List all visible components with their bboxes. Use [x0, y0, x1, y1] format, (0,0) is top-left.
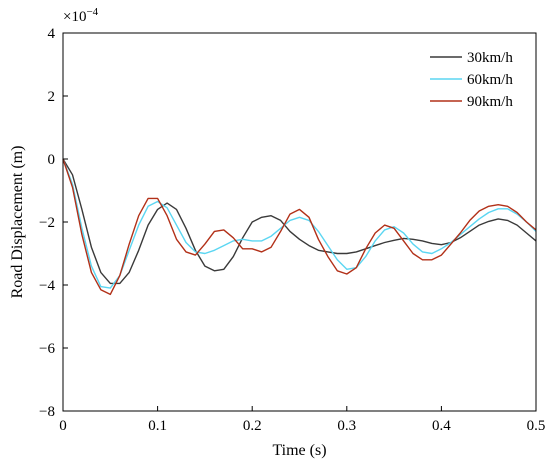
x-axis-label: Time (s): [272, 442, 326, 459]
series-line-60km-h: [62, 158, 537, 289]
x-tick-label: 0.1: [148, 418, 167, 434]
x-tick-label: 0.2: [243, 418, 262, 434]
legend-label-30km-h: 30km/h: [467, 50, 513, 66]
y-tick-label: 4: [48, 26, 56, 42]
y-tick-label: 0: [48, 152, 56, 168]
legend: 30km/h 60km/h 90km/h: [430, 50, 513, 110]
y-tick-label: −8: [39, 404, 55, 420]
y-axis-label: Road Displacement (m): [9, 146, 26, 299]
y-tick-label: −4: [39, 278, 55, 294]
y-axis-multiplier: ×10−4: [63, 6, 99, 25]
ticks-layer: 0 0.1 0.2 0.3 0.4 0.5 −8 −6 −4 −2 0 2 4: [39, 26, 545, 434]
legend-label-60km-h: 60km/h: [467, 72, 513, 88]
x-tick-label: 0.3: [337, 418, 356, 434]
y-tick-label: −6: [39, 341, 55, 357]
x-tick-label: 0: [59, 418, 67, 434]
plot-frame: [62, 32, 537, 412]
x-tick-label: 0.5: [527, 418, 546, 434]
legend-label-90km-h: 90km/h: [467, 94, 513, 110]
y-axis-multiplier-base: ×10: [63, 9, 86, 25]
series-line-90km-h: [62, 158, 537, 296]
y-tick-label: −2: [39, 215, 55, 231]
series-layer: [62, 158, 537, 296]
x-tick-label: 0.4: [432, 418, 451, 434]
y-axis-multiplier-exponent: −4: [86, 6, 98, 18]
y-tick-label: 2: [48, 89, 56, 105]
series-line-30km-h: [62, 158, 537, 285]
